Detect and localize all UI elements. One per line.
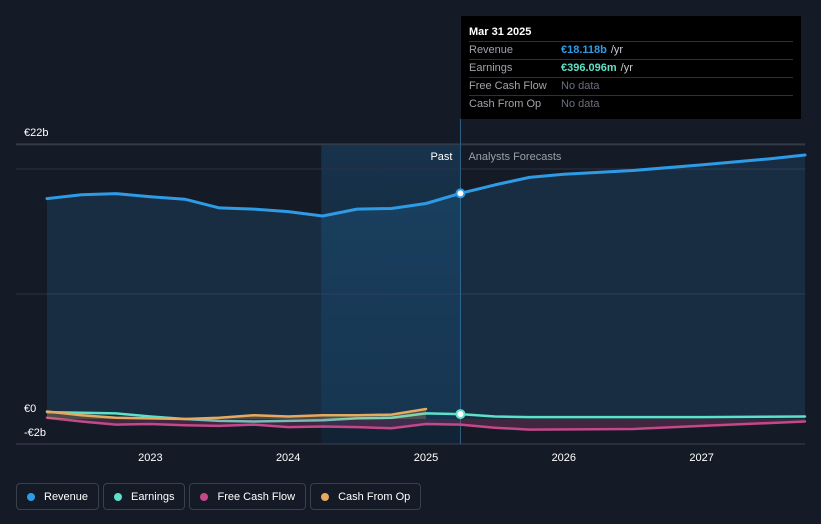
legend-label: Free Cash Flow xyxy=(217,490,296,503)
y-tick-label: -€2b xyxy=(24,427,46,439)
revenue-marker xyxy=(455,188,466,199)
tooltip-label: Cash From Op xyxy=(469,98,542,110)
series-line-earnings xyxy=(45,410,807,423)
legend-item-revenue[interactable]: Revenue xyxy=(16,483,100,510)
tooltip-value: €18.118b xyxy=(561,44,607,56)
tooltip-label: Free Cash Flow xyxy=(469,80,547,92)
series-line-cash-from-op xyxy=(45,407,428,421)
legend-dot-icon xyxy=(114,492,123,501)
data-tooltip: Mar 31 2025 Revenue €18.118b /yr Earning… xyxy=(461,16,801,119)
tooltip-unit: /yr xyxy=(620,62,633,74)
tooltip-value: €396.096m xyxy=(561,62,617,74)
tooltip-label: Revenue xyxy=(469,44,514,56)
earnings-marker xyxy=(455,409,466,420)
chart-legend: Revenue Earnings Free Cash Flow Cash Fro… xyxy=(16,483,425,510)
tooltip-row-revenue: Revenue €18.118b /yr xyxy=(469,42,793,60)
legend-dot-icon xyxy=(321,492,330,501)
tooltip-row-cash-from-op: Cash From Op No data xyxy=(469,96,793,113)
tooltip-value: No data xyxy=(561,80,600,92)
legend-dot-icon xyxy=(200,492,209,501)
x-tick-label: 2026 xyxy=(552,452,576,464)
x-tick-label: 2024 xyxy=(276,452,300,464)
legend-label: Cash From Op xyxy=(338,490,411,503)
legend-label: Revenue xyxy=(44,490,89,503)
legend-label: Earnings xyxy=(131,490,175,503)
tooltip-unit: /yr xyxy=(610,44,624,56)
series-line-free-cash-flow xyxy=(45,416,807,431)
tooltip-row-earnings: Earnings €396.096m /yr xyxy=(469,60,793,78)
forecast-label: Analysts Forecasts xyxy=(468,151,561,163)
series-line-revenue xyxy=(45,153,807,218)
legend-dot-icon xyxy=(27,492,35,501)
x-tick-label: 2027 xyxy=(689,452,713,464)
y-tick-label: €22b xyxy=(24,127,48,139)
past-label: Past xyxy=(430,151,452,163)
legend-item-free-cash-flow[interactable]: Free Cash Flow xyxy=(189,483,307,510)
legend-item-earnings[interactable]: Earnings xyxy=(103,483,186,510)
tooltip-value: No data xyxy=(561,98,600,110)
x-tick-label: 2025 xyxy=(414,452,438,464)
series-area-revenue xyxy=(47,155,805,419)
legend-item-cash-from-op[interactable]: Cash From Op xyxy=(310,483,422,510)
x-tick-label: 2023 xyxy=(138,452,162,464)
tooltip-row-free-cash-flow: Free Cash Flow No data xyxy=(469,78,793,96)
y-tick-label: €0 xyxy=(24,403,36,415)
tooltip-date: Mar 31 2025 xyxy=(469,24,793,42)
tooltip-label: Earnings xyxy=(469,62,513,74)
